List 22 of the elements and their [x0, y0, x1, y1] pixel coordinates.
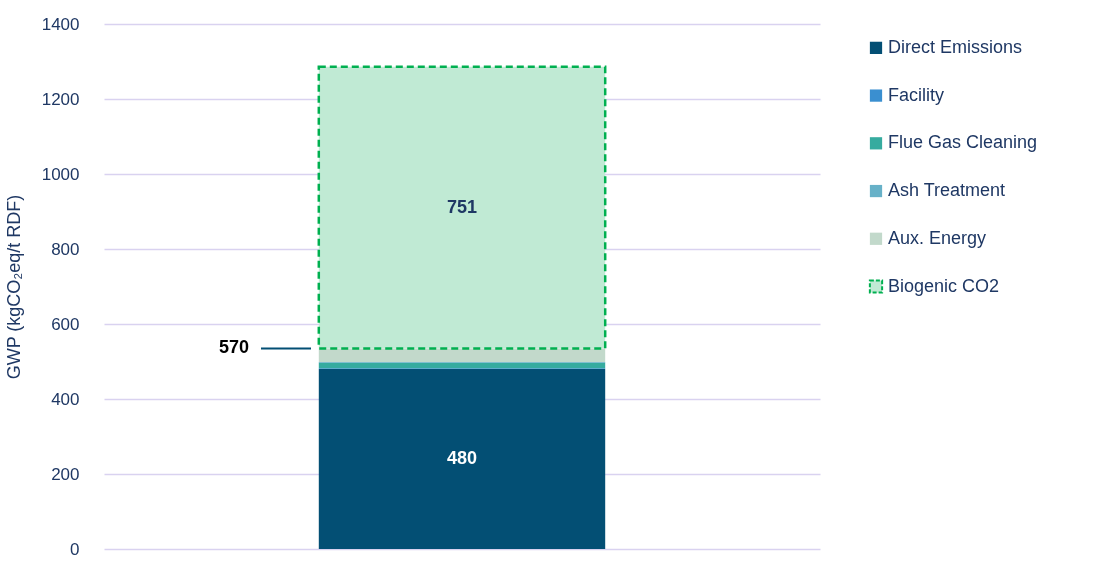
legend-label: Biogenic CO2 — [888, 275, 1000, 296]
y-tick-label: 200 — [51, 464, 80, 484]
legend-label: Aux. Energy — [888, 227, 987, 248]
y-tick-label: 1200 — [41, 89, 80, 109]
legend-label: Flue Gas Cleaning — [888, 132, 1038, 153]
y-tick-label: 1000 — [41, 164, 80, 184]
data-label: 480 — [446, 448, 478, 468]
bar — [317, 65, 607, 350]
legend-label: Facility — [888, 84, 945, 105]
legend-label: Ash Treatment — [888, 180, 1006, 201]
bar — [318, 362, 606, 369]
y-tick-label: 400 — [51, 389, 80, 409]
bar — [318, 348, 606, 362]
y-axis-title: GWP (kgCO₂eq/t RDF) — [3, 194, 24, 380]
legend-label: Direct Emissions — [888, 36, 1023, 57]
y-tick-label: 600 — [51, 314, 80, 334]
y-tick-label: 0 — [70, 539, 80, 559]
y-tick-label: 800 — [51, 239, 80, 259]
bar — [318, 369, 606, 549]
annotation: 570 — [218, 337, 249, 358]
y-tick-label: 1400 — [41, 14, 80, 34]
data-label: 751 — [446, 196, 478, 217]
